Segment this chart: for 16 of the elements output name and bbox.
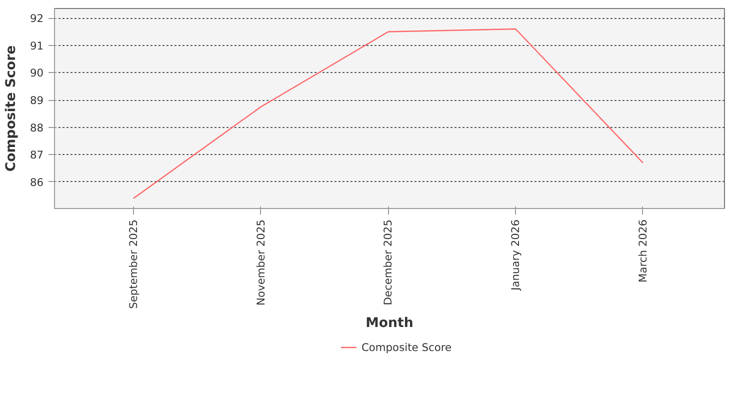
y-tick-label: 89 xyxy=(30,94,44,108)
x-tick-label: November 2025 xyxy=(254,219,268,306)
line-series xyxy=(132,28,644,199)
x-tick-label: March 2026 xyxy=(636,219,650,282)
y-tick-label: 86 xyxy=(30,176,44,189)
y-tick-label: 87 xyxy=(30,148,44,162)
y-tick-label: 90 xyxy=(30,66,44,80)
x-axis-title: Month xyxy=(366,316,414,331)
legend-label: Composite Score xyxy=(361,340,452,354)
y-axis-title: Composite Score xyxy=(4,45,19,172)
y-tick-label: 88 xyxy=(30,121,44,134)
y-tick-label: 91 xyxy=(30,39,44,52)
x-tick-label: January 2026 xyxy=(509,219,522,292)
x-tick-label: September 2025 xyxy=(126,219,140,309)
y-tick-label: 92 xyxy=(30,12,44,26)
x-tick-label: December 2025 xyxy=(382,220,395,306)
